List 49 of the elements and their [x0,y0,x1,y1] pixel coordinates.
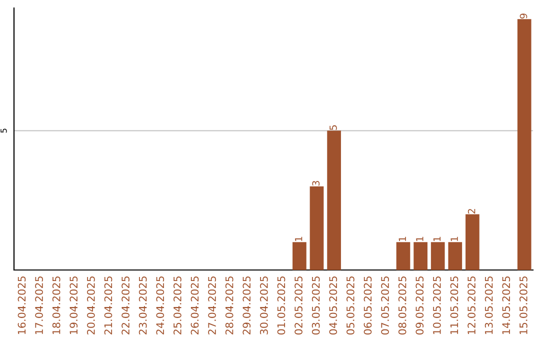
data-label: 2 [468,209,476,214]
x-tick-label: 28.04.2025 [225,276,234,334]
bar [310,186,324,270]
x-tick-label: 20.04.2025 [86,276,95,334]
x-tick-label: 29.04.2025 [242,276,251,334]
x-tick-label: 25.04.2025 [173,276,182,334]
x-tick-label: 02.05.2025 [294,276,302,335]
bar [517,19,532,270]
x-tick-label: 11.05.2025 [450,276,458,334]
x-tick-label: 24.04.2025 [156,276,164,334]
x-tick-label: 09.05.2025 [416,276,424,335]
x-tick-label: 10.05.2025 [432,276,441,334]
bar [396,242,410,270]
data-label: 3 [312,180,320,186]
x-tick-label: 14.05.2025 [502,276,510,334]
bar [466,214,480,270]
bar [414,242,428,270]
x-tick-label: 16.04.2025 [18,276,26,334]
data-label: 9 [520,14,528,19]
x-tick-label: 05.05.2025 [346,276,354,335]
x-tick-label: 15.05.2025 [519,276,528,334]
data-label: 1 [295,236,302,242]
data-label: 5 [330,125,337,130]
x-tick-label: 30.04.2025 [260,276,268,334]
x-tick-label: 12.05.2025 [468,276,476,334]
x-tick-label: 18.04.2025 [52,276,60,334]
bar [327,130,341,270]
data-label: 1 [416,236,424,242]
x-tick-label: 22.04.2025 [122,276,130,334]
x-tick-label: 06.05.2025 [364,276,372,335]
x-tick-label: 19.04.2025 [70,276,78,334]
data-label: 1 [433,236,441,242]
data-label: 1 [450,236,458,242]
x-tick-label: 08.05.2025 [398,276,406,335]
x-tick-label: 21.04.2025 [104,276,112,334]
x-tick-label: 04.05.2025 [329,276,338,335]
bar [430,242,445,270]
bar [292,242,306,270]
x-tick-label: 03.05.2025 [312,276,320,335]
x-tick-label: 27.04.2025 [208,276,216,334]
x-tick-label: 01.05.2025 [277,276,286,335]
data-label: 1 [398,236,406,242]
x-tick-label: 26.04.2025 [190,276,199,334]
ref-line-label: 5 [0,128,7,133]
x-tick-label: 23.04.2025 [138,276,147,334]
x-tick-label: 07.05.2025 [381,276,389,335]
x-tick-label: 17.04.2025 [35,276,43,334]
bar [448,242,462,270]
x-tick-label: 13.05.2025 [484,276,493,334]
